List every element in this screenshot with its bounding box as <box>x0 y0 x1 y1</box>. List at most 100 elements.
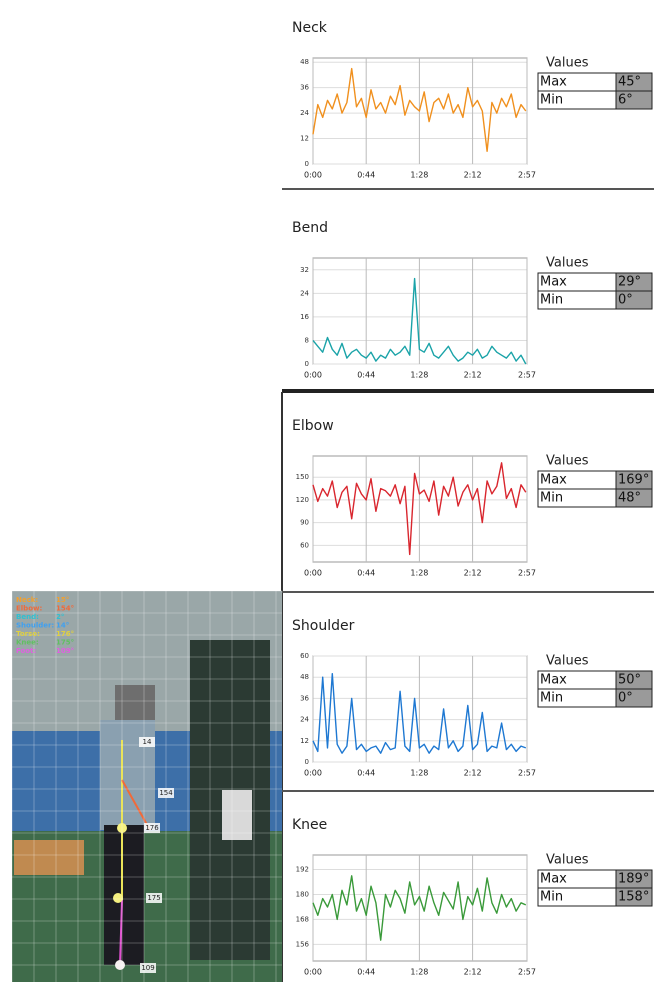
chart-title: Bend <box>292 220 328 236</box>
x-tick-label: 2:12 <box>464 371 482 380</box>
table <box>14 840 84 875</box>
stats-value: 29° <box>618 275 641 290</box>
x-tick-label: 2:12 <box>464 171 482 180</box>
y-tick-label: 150 <box>296 473 309 481</box>
y-tick-label: 12 <box>300 737 309 745</box>
machine-part <box>222 790 252 840</box>
y-tick-label: 24 <box>300 109 309 117</box>
x-tick-label: 2:57 <box>518 769 536 778</box>
x-tick-label: 2:57 <box>518 371 536 380</box>
y-tick-label: 48 <box>300 673 309 681</box>
x-tick-label: 0:00 <box>304 769 322 778</box>
stats-value: 189° <box>618 872 649 887</box>
stats-value: 169° <box>618 473 649 488</box>
x-tick-label: 0:00 <box>304 171 322 180</box>
y-tick-label: 36 <box>300 694 309 702</box>
page: Neck 0 12 24 36 48 0:00 0:44 1:28 2:12 2:57 Values M… <box>0 0 654 982</box>
overlay-value: 15° <box>56 596 69 604</box>
y-tick-label: 12 <box>300 135 309 143</box>
x-tick-label: 2:12 <box>464 569 482 578</box>
chart-title: Neck <box>292 20 328 36</box>
stats-value: 0° <box>618 691 633 706</box>
stats-label: Max <box>540 473 567 488</box>
x-tick-label: 2:57 <box>518 968 536 977</box>
y-tick-label: 36 <box>300 84 309 92</box>
y-tick-label: 0 <box>305 758 309 766</box>
stats-value: 158° <box>618 890 649 905</box>
stats-label: Max <box>540 275 567 290</box>
legs <box>104 825 144 965</box>
camera-view <box>12 591 282 982</box>
y-tick-label: 8 <box>305 336 309 344</box>
marker-label: 109 <box>141 964 154 972</box>
stats-label: Min <box>540 691 563 706</box>
x-tick-label: 1:28 <box>410 769 428 778</box>
stats-value: 0° <box>618 293 633 308</box>
x-tick-label: 0:44 <box>357 569 375 578</box>
x-tick-label: 0:00 <box>304 968 322 977</box>
overlay-name: Neck: <box>16 596 38 604</box>
stats-title: Values <box>546 654 589 669</box>
y-tick-label: 60 <box>300 541 309 549</box>
marker-label: 154 <box>159 789 173 797</box>
x-tick-label: 1:28 <box>410 569 428 578</box>
torso <box>100 720 155 830</box>
stats-title: Values <box>546 56 589 71</box>
chart-title: Knee <box>292 817 327 833</box>
y-tick-label: 24 <box>300 716 309 724</box>
y-tick-label: 156 <box>296 940 310 948</box>
x-tick-label: 1:28 <box>410 968 428 977</box>
blurred-face <box>115 685 155 725</box>
x-tick-label: 2:12 <box>464 769 482 778</box>
overlay-value: 14° <box>56 622 69 630</box>
x-tick-label: 2:12 <box>464 968 482 977</box>
y-tick-label: 192 <box>296 866 309 874</box>
overlay-name: Knee: <box>16 639 39 647</box>
y-tick-label: 168 <box>296 915 309 923</box>
stats-title: Values <box>546 853 589 868</box>
stats-value: 48° <box>618 491 641 506</box>
marker-label: 14 <box>143 738 152 746</box>
marker-label: 176 <box>145 824 159 832</box>
stats-label: Min <box>540 93 563 108</box>
x-tick-label: 0:00 <box>304 569 322 578</box>
chart-title: Elbow <box>292 418 334 434</box>
overlay-name: Torso: <box>16 630 40 638</box>
stats-label: Min <box>540 293 563 308</box>
stats-label: Min <box>540 491 563 506</box>
stats-label: Min <box>540 890 563 905</box>
y-tick-label: 0 <box>305 360 309 368</box>
screen: Neck 0 12 24 36 48 0:00 0:44 1:28 2:12 2:57 Values M… <box>0 0 654 982</box>
x-tick-label: 0:44 <box>357 968 375 977</box>
y-tick-label: 60 <box>300 652 309 660</box>
x-tick-label: 0:44 <box>357 769 375 778</box>
y-tick-label: 24 <box>300 289 309 297</box>
stats-title: Values <box>546 454 589 469</box>
overlay-value: 109° <box>56 647 74 655</box>
stats-label: Max <box>540 872 567 887</box>
y-tick-label: 16 <box>300 313 309 321</box>
stats-value: 45° <box>618 75 641 90</box>
x-tick-label: 1:28 <box>410 371 428 380</box>
stats-value: 50° <box>618 673 641 688</box>
x-tick-label: 0:44 <box>357 171 375 180</box>
plot-area <box>313 456 527 562</box>
stats-value: 6° <box>618 93 633 108</box>
overlay-name: Foot: <box>16 647 36 655</box>
marker-label: 175 <box>147 894 160 902</box>
overlay-value: 154° <box>56 605 74 613</box>
overlay-value: 2° <box>56 613 64 621</box>
y-tick-label: 48 <box>300 58 309 66</box>
overlay-value: 175° <box>56 639 74 647</box>
y-tick-label: 0 <box>305 160 309 168</box>
overlay-name: Elbow: <box>16 605 42 613</box>
y-tick-label: 180 <box>296 890 309 898</box>
overlay-name: Shoulder: <box>16 622 54 630</box>
x-tick-label: 2:57 <box>518 171 536 180</box>
x-tick-label: 1:28 <box>410 171 428 180</box>
stats-label: Max <box>540 75 567 90</box>
y-tick-label: 120 <box>296 496 309 504</box>
y-tick-label: 90 <box>300 519 309 527</box>
overlay-value: 176° <box>56 630 74 638</box>
stats-label: Max <box>540 673 567 688</box>
